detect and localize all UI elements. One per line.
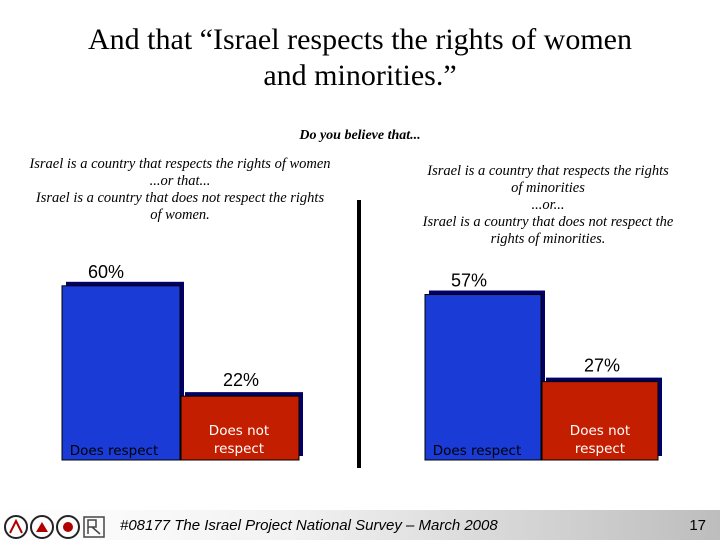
- category-label: Does not: [209, 423, 269, 439]
- panel-divider: [357, 200, 361, 468]
- project-logos: [2, 514, 117, 545]
- logo-box: [83, 516, 105, 538]
- footer-bar: [0, 510, 720, 540]
- left-question-text: Israel is a country that respects the ri…: [5, 156, 355, 224]
- left-line-2: ...or that...: [149, 173, 211, 189]
- title-line-2: and minorities.”: [263, 59, 457, 92]
- logo-mark-3: [63, 522, 73, 532]
- category-label: Does respect: [433, 443, 521, 459]
- category-label: respect: [575, 441, 625, 457]
- right-line-2: of minorities: [511, 180, 585, 196]
- category-label: Does not: [570, 423, 630, 439]
- logo-mark-2: [36, 522, 48, 532]
- value-label: 57%: [451, 271, 487, 291]
- left-line-1: Israel is a country that respects the ri…: [29, 156, 331, 172]
- footer-text: #08177 The Israel Project National Surve…: [120, 517, 498, 534]
- bar-does-not-respect: [180, 395, 300, 461]
- value-label: 27%: [584, 356, 620, 376]
- right-line-4: Israel is a country that does not respec…: [422, 214, 674, 230]
- category-label: Does respect: [70, 443, 158, 459]
- logo-icons: [4, 515, 105, 539]
- right-line-5: rights of minorities.: [490, 231, 606, 247]
- bar-does-respect: [61, 285, 181, 461]
- page-number: 17: [689, 517, 706, 534]
- left-line-4: of women.: [150, 207, 210, 223]
- right-line-1: Israel is a country that respects the ri…: [427, 163, 669, 179]
- left-line-3: Israel is a country that does not respec…: [35, 190, 325, 206]
- question-text: Do you believe that...: [299, 128, 421, 143]
- logo-mark-1: [9, 518, 23, 534]
- logo-circle-1: [4, 515, 28, 539]
- slide-title: And that “Israel respects the rights of …: [0, 22, 720, 94]
- logo-circle-3: [56, 515, 80, 539]
- logo-circle-2: [30, 515, 54, 539]
- value-label: 60%: [88, 262, 124, 282]
- value-label: 22%: [223, 370, 259, 390]
- right-line-3: ...or...: [531, 197, 565, 213]
- category-label: respect: [214, 441, 264, 457]
- logo-letter: [87, 519, 101, 535]
- bar-charts: 60% Does respect 22% Does not respect 57% Does…: [61, 262, 662, 461]
- right-question-text: Israel is a country that respects the ri…: [398, 163, 698, 248]
- bar-does-not-respect: [541, 381, 659, 461]
- bar-does-respect: [424, 294, 542, 461]
- title-line-1: And that “Israel respects the rights of …: [88, 23, 632, 56]
